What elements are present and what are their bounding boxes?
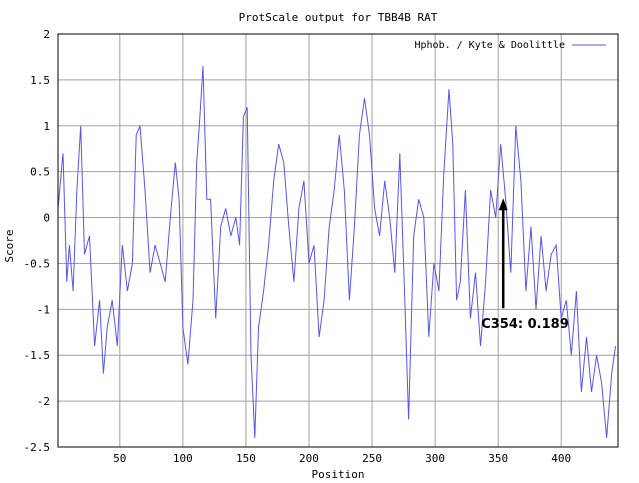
y-tick-label: 0.5 <box>30 166 50 179</box>
series-line <box>57 66 616 438</box>
chart-title: ProtScale output for TBB4B RAT <box>239 11 438 24</box>
x-tick-label: 250 <box>362 452 382 465</box>
x-tick-label: 400 <box>551 452 571 465</box>
x-tick-labels: 50 100 150 200 250 300 350 400 <box>113 452 571 465</box>
y-tick-label: 2 <box>43 28 50 41</box>
y-axis-label: Score <box>3 229 16 262</box>
legend-label: Hphob. / Kyte & Doolittle <box>414 40 565 51</box>
y-tick-label: 1.5 <box>30 74 50 87</box>
y-tick-label: 0 <box>43 212 50 225</box>
y-tick-label: -0.5 <box>24 257 51 270</box>
annotation-label: C354: 0.189 <box>481 317 569 332</box>
y-tick-label: -2 <box>37 395 50 408</box>
x-tick-label: 350 <box>488 452 508 465</box>
annotation: C354: 0.189 <box>481 198 569 332</box>
annotation-arrowhead <box>498 198 508 211</box>
y-tick-label: -2.5 <box>24 441 51 454</box>
x-tick-label: 100 <box>173 452 193 465</box>
y-tick-labels: -2.5 -2 -1.5 -1 -0.5 0 0.5 1 1.5 2 <box>24 28 51 454</box>
x-axis-label: Position <box>312 468 365 481</box>
x-tick-label: 300 <box>425 452 445 465</box>
grid <box>58 33 618 448</box>
y-tick-label: 1 <box>43 120 50 133</box>
x-tick-label: 200 <box>299 452 319 465</box>
y-tick-label: -1.5 <box>24 349 51 362</box>
y-tick-label: -1 <box>37 303 50 316</box>
plot-frame <box>57 33 619 448</box>
x-tick-label: 150 <box>236 452 256 465</box>
x-tick-label: 50 <box>113 452 126 465</box>
legend: Hphob. / Kyte & Doolittle <box>414 40 606 51</box>
